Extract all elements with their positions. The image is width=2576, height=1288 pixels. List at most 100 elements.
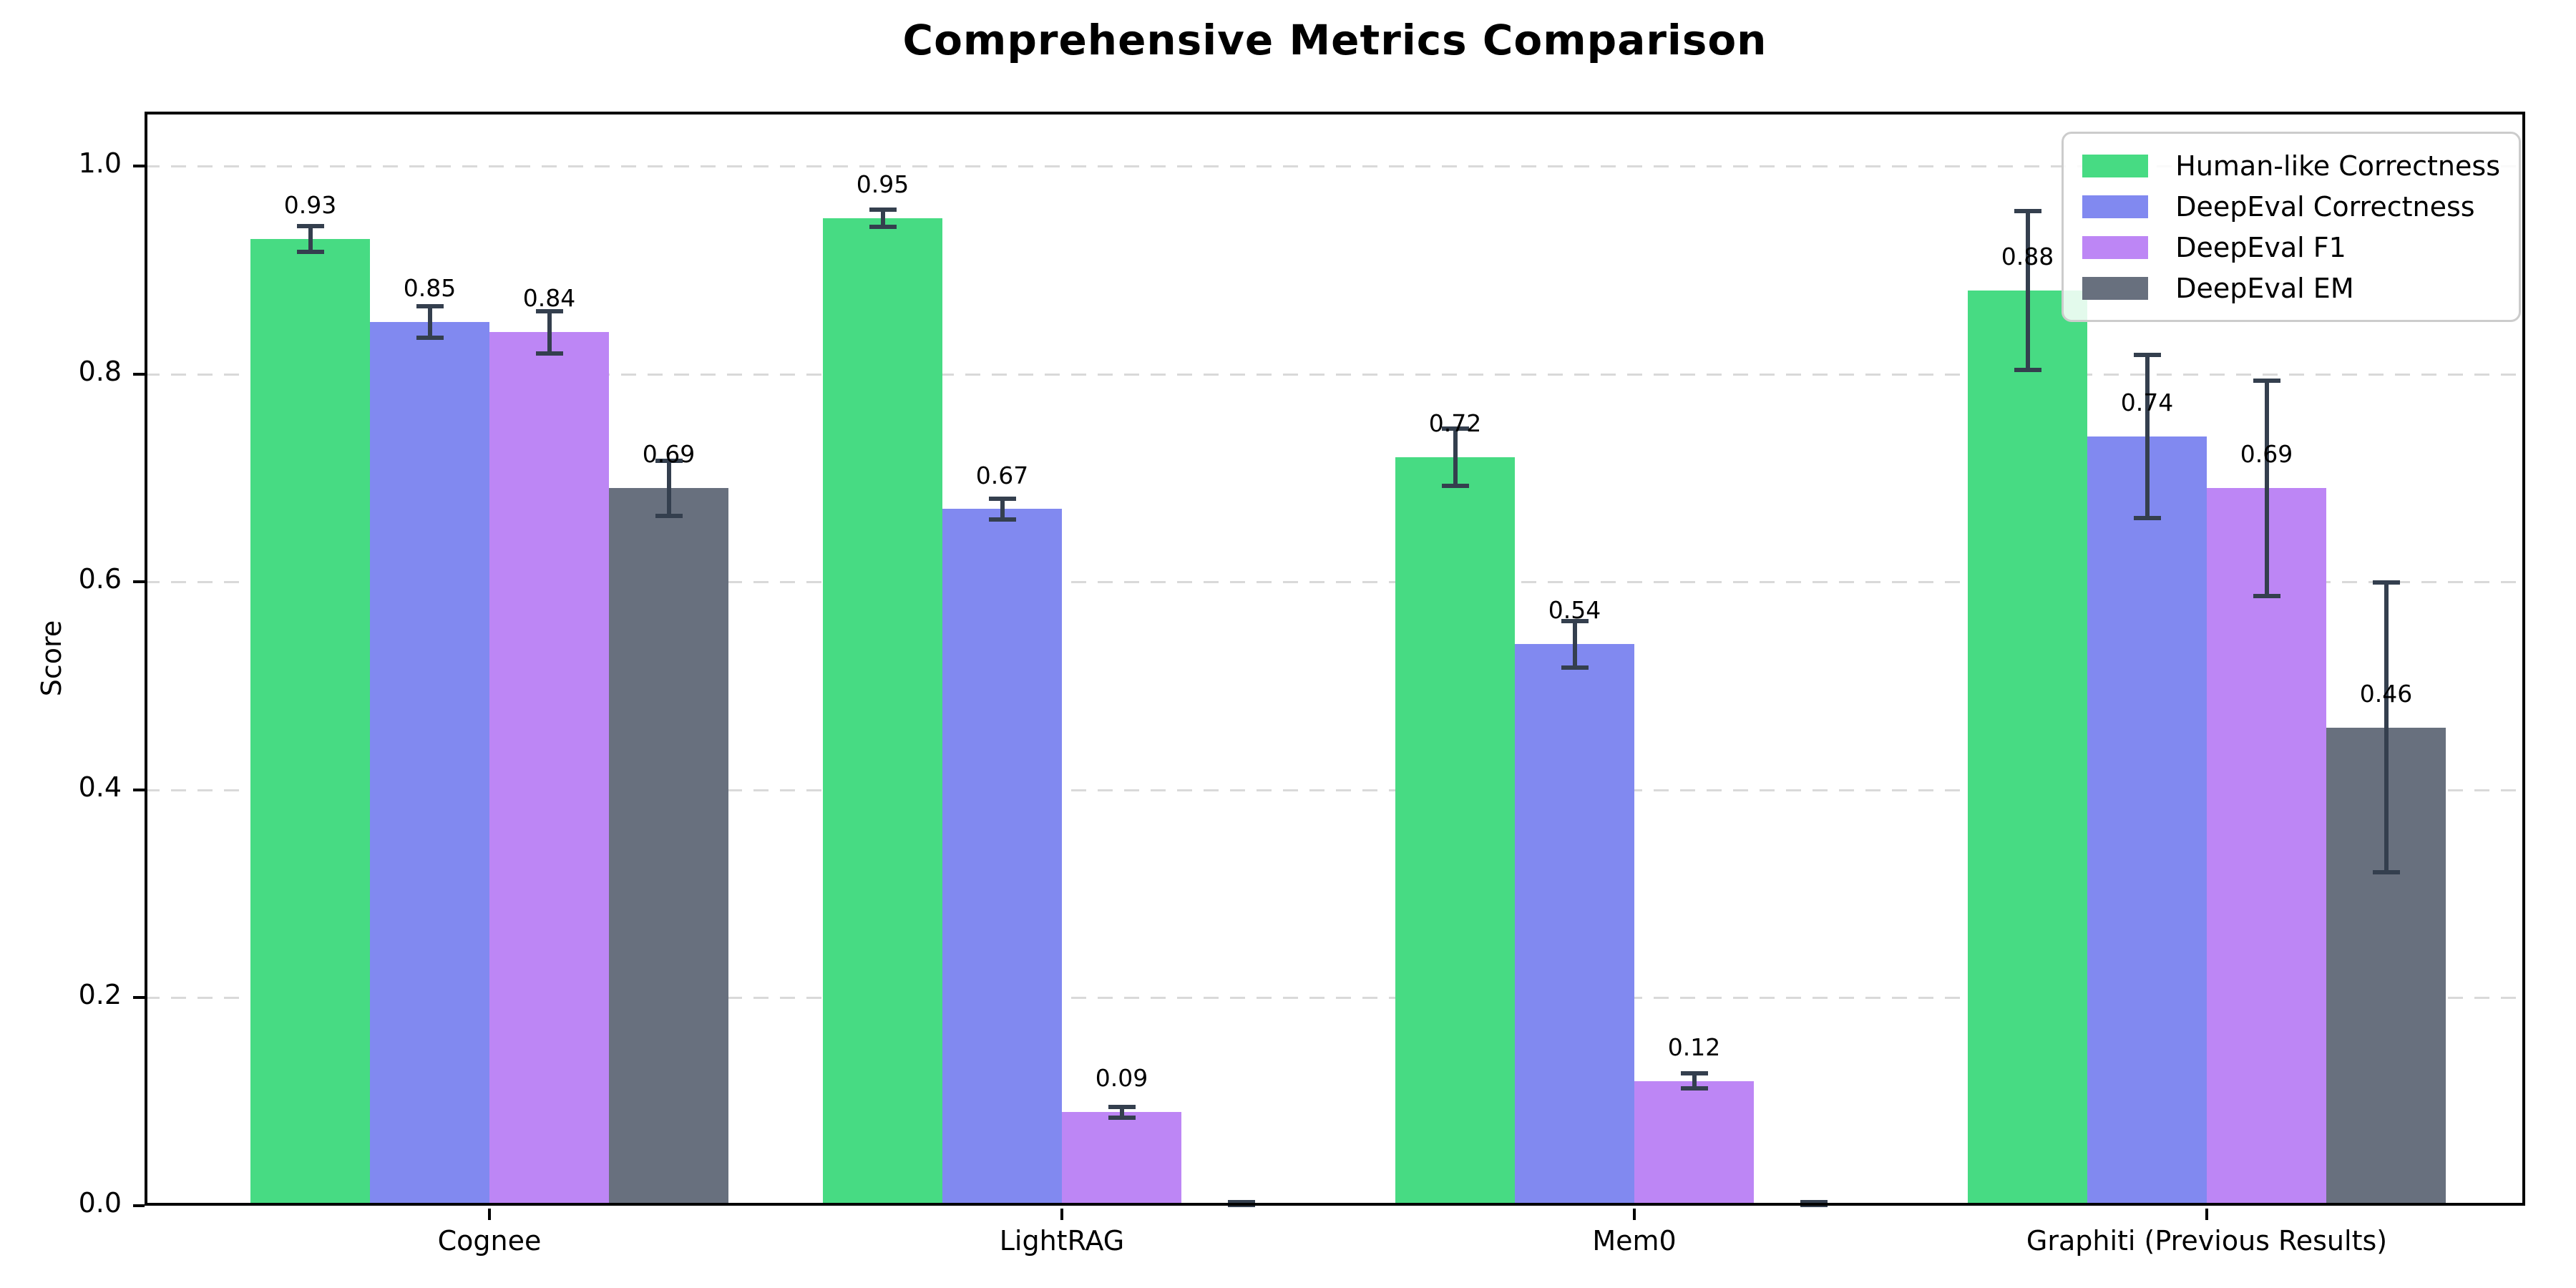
error-bar-line bbox=[1000, 497, 1005, 521]
bar bbox=[1634, 1081, 1754, 1206]
bar-value-label: 0.12 bbox=[1667, 1033, 1721, 1061]
legend-item: Human-like Correctness bbox=[2082, 145, 2500, 186]
x-tick-label: Cognee bbox=[437, 1225, 542, 1257]
y-tick-mark bbox=[133, 580, 145, 584]
y-tick-label: 0.2 bbox=[78, 979, 122, 1011]
bar-value-label: 0.09 bbox=[1095, 1064, 1148, 1093]
y-tick-label: 0.4 bbox=[78, 771, 122, 803]
error-bar-cap-top bbox=[2014, 209, 2041, 214]
x-tick-label: Mem0 bbox=[1592, 1225, 1677, 1257]
error-bar-line bbox=[1119, 1106, 1124, 1118]
bar-value-label: 0.54 bbox=[1548, 596, 1601, 625]
error-bar-line bbox=[1692, 1073, 1697, 1090]
error-bar-cap-bottom bbox=[535, 351, 563, 356]
error-bar-cap-top bbox=[2133, 352, 2161, 357]
error-bar-line bbox=[2025, 210, 2030, 371]
error-bar-cap-top bbox=[1441, 426, 1469, 431]
error-bar-line bbox=[2384, 582, 2389, 874]
gridline bbox=[145, 997, 2525, 1000]
error-bar-cap-bottom bbox=[1227, 1203, 1255, 1207]
bar bbox=[942, 509, 1062, 1206]
legend-swatch bbox=[2082, 154, 2149, 177]
error-bar-cap-top bbox=[2253, 379, 2280, 384]
legend-swatch bbox=[2082, 235, 2149, 259]
y-tick-label: 0.6 bbox=[78, 563, 122, 595]
x-tick-mark bbox=[1060, 1209, 1063, 1220]
y-tick-label: 0.8 bbox=[78, 355, 122, 387]
legend-item: DeepEval Correctness bbox=[2082, 186, 2500, 227]
bar-value-label: 0.84 bbox=[522, 284, 576, 313]
legend-item: DeepEval EM bbox=[2082, 268, 2500, 308]
error-bar-cap-bottom bbox=[2133, 515, 2161, 520]
error-bar-cap-top bbox=[1227, 1200, 1255, 1205]
legend-swatch bbox=[2082, 195, 2149, 218]
error-bar-cap-bottom bbox=[416, 336, 444, 341]
y-tick-mark bbox=[133, 165, 145, 167]
error-bar-line bbox=[547, 310, 552, 354]
error-bar-line bbox=[880, 208, 885, 228]
error-bar-cap-bottom bbox=[2372, 870, 2400, 875]
error-bar-cap-top bbox=[1800, 1200, 1828, 1205]
error-bar-cap-bottom bbox=[1441, 483, 1469, 488]
gridline bbox=[145, 789, 2525, 791]
legend-label: DeepEval F1 bbox=[2175, 231, 2346, 263]
bar-value-label: 0.95 bbox=[856, 170, 909, 198]
y-tick-mark bbox=[133, 1204, 145, 1207]
error-bar-cap-bottom bbox=[869, 224, 897, 229]
gridline bbox=[145, 581, 2525, 584]
y-axis-label: Score bbox=[36, 620, 67, 697]
y-tick-label: 1.0 bbox=[78, 147, 122, 179]
bar bbox=[370, 322, 489, 1206]
bar bbox=[609, 488, 728, 1206]
error-bar-line bbox=[1453, 428, 1458, 487]
x-tick-label: LightRAG bbox=[999, 1225, 1125, 1257]
error-bar-cap-top bbox=[1561, 618, 1589, 623]
error-bar-cap-bottom bbox=[1108, 1115, 1136, 1120]
legend-swatch bbox=[2082, 276, 2149, 300]
bar bbox=[1968, 291, 2087, 1206]
x-tick-mark bbox=[1633, 1209, 1636, 1220]
error-bar-cap-top bbox=[2372, 580, 2400, 585]
y-tick-mark bbox=[133, 372, 145, 376]
y-tick-label: 0.0 bbox=[78, 1187, 122, 1219]
bar bbox=[1062, 1112, 1181, 1206]
error-bar-cap-top bbox=[1108, 1104, 1136, 1109]
bar-value-label: 0.93 bbox=[283, 190, 337, 219]
error-bar-cap-top bbox=[416, 303, 444, 308]
error-bar-line bbox=[1572, 620, 1577, 668]
plot-area: Human-like Correctness DeepEval Correctne… bbox=[145, 112, 2525, 1207]
error-bar-line bbox=[308, 225, 313, 253]
error-bar-cap-bottom bbox=[655, 513, 683, 518]
error-bar-cap-top bbox=[1680, 1071, 1708, 1076]
error-bar-line bbox=[2264, 380, 2269, 597]
error-bar-cap-top bbox=[988, 496, 1016, 501]
error-bar-cap-top bbox=[535, 308, 563, 313]
bar-value-label: 0.69 bbox=[642, 440, 696, 469]
bar bbox=[1515, 644, 1634, 1206]
error-bar-cap-top bbox=[655, 459, 683, 464]
bar-value-label: 0.72 bbox=[1428, 409, 1482, 437]
error-bar-line bbox=[666, 460, 671, 517]
error-bar-line bbox=[2145, 353, 2150, 519]
bar bbox=[1395, 457, 1515, 1206]
bar-value-label: 0.46 bbox=[2359, 679, 2413, 708]
error-bar-cap-top bbox=[296, 223, 324, 228]
y-tick-mark bbox=[133, 788, 145, 791]
bar-value-label: 0.88 bbox=[2001, 243, 2054, 271]
bar bbox=[2087, 436, 2207, 1206]
x-tick-label: Graphiti (Previous Results) bbox=[2026, 1225, 2388, 1257]
bar bbox=[250, 239, 370, 1206]
x-tick-mark bbox=[488, 1209, 491, 1220]
legend-label: Human-like Correctness bbox=[2175, 150, 2500, 182]
error-bar-cap-bottom bbox=[1800, 1203, 1828, 1207]
bar-value-label: 0.74 bbox=[2120, 388, 2174, 416]
bar-value-label: 0.69 bbox=[2240, 440, 2293, 469]
chart-title: Comprehensive Metrics Comparison bbox=[902, 16, 1767, 64]
bar bbox=[489, 332, 609, 1206]
legend-item: DeepEval F1 bbox=[2082, 227, 2500, 268]
error-bar-cap-bottom bbox=[2014, 368, 2041, 373]
bar bbox=[2207, 488, 2326, 1206]
error-bar-line bbox=[427, 305, 432, 339]
legend-label: DeepEval EM bbox=[2175, 272, 2354, 304]
